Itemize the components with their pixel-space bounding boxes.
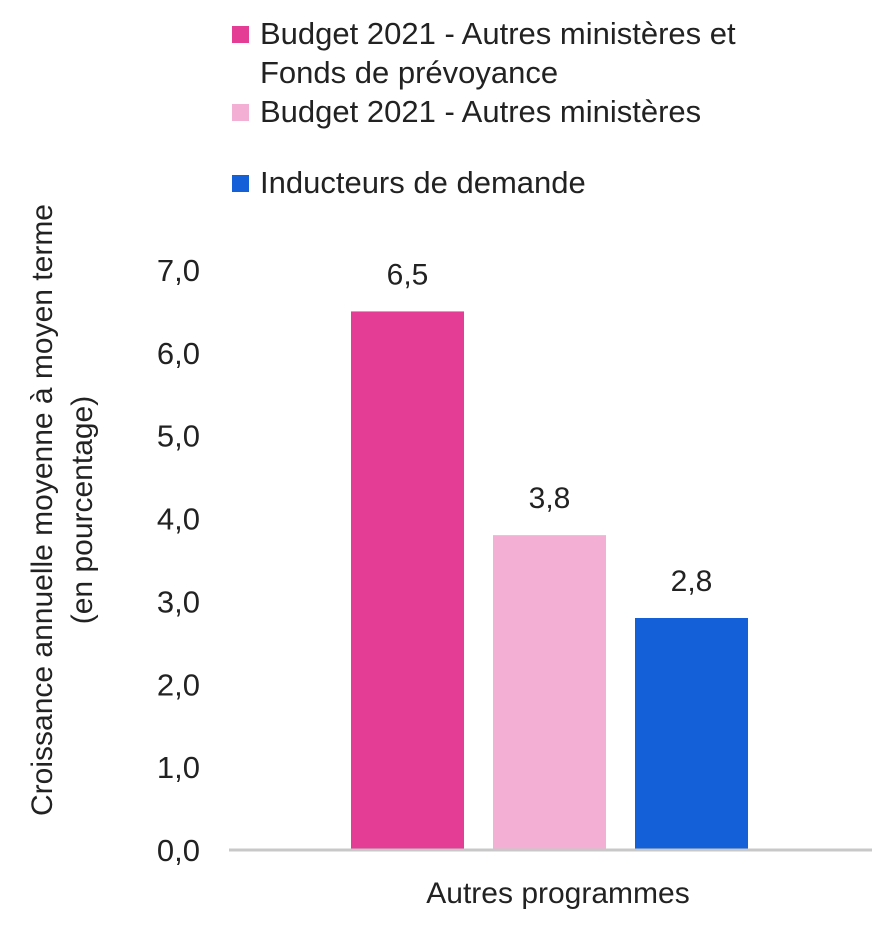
bar [493,535,606,850]
data-label: 6,5 [387,258,429,291]
y-tick-label: 2,0 [157,667,200,702]
y-tick-label: 1,0 [157,750,200,785]
y-axis-title-line-2: (en pourcentage) [66,396,99,625]
legend: Budget 2021 - Autres ministères et Fonds… [232,14,820,202]
legend-item-inducteurs-demande: Inducteurs de demande [232,163,820,202]
legend-label: Inducteurs de demande [260,165,586,200]
y-tick-label: 7,0 [157,253,200,288]
y-axis-title-line-1: Croissance annuelle moyenne à moyen term… [26,204,59,816]
bars [351,311,748,850]
bar [635,618,748,850]
y-tick-label: 3,0 [157,584,200,619]
x-axis-category-label: Autres programmes [426,877,689,910]
data-label: 3,8 [529,482,571,515]
y-tick-label: 4,0 [157,502,200,537]
bar [351,311,464,850]
legend-swatch [232,104,249,121]
y-tick-label: 0,0 [157,833,200,868]
y-axis-title: Croissance annuelle moyenne à moyen term… [26,204,99,816]
legend-item-budget-autres-ministeres: Budget 2021 - Autres ministères [232,92,820,131]
legend-swatch [232,175,249,192]
legend-label: Budget 2021 - Autres ministères et Fonds… [260,16,736,90]
data-labels: 6,5 3,8 2,8 [387,258,713,598]
y-tick-label: 5,0 [157,419,200,454]
legend-item-budget-autres-ministeres-fonds: Budget 2021 - Autres ministères et Fonds… [232,14,820,92]
legend-swatch [232,26,249,43]
data-label: 2,8 [671,565,713,598]
legend-label: Budget 2021 - Autres ministères [260,94,702,129]
y-tick-label: 6,0 [157,336,200,371]
y-axis-ticks: 0,0 1,0 2,0 3,0 4,0 5,0 6,0 7,0 [157,253,200,868]
